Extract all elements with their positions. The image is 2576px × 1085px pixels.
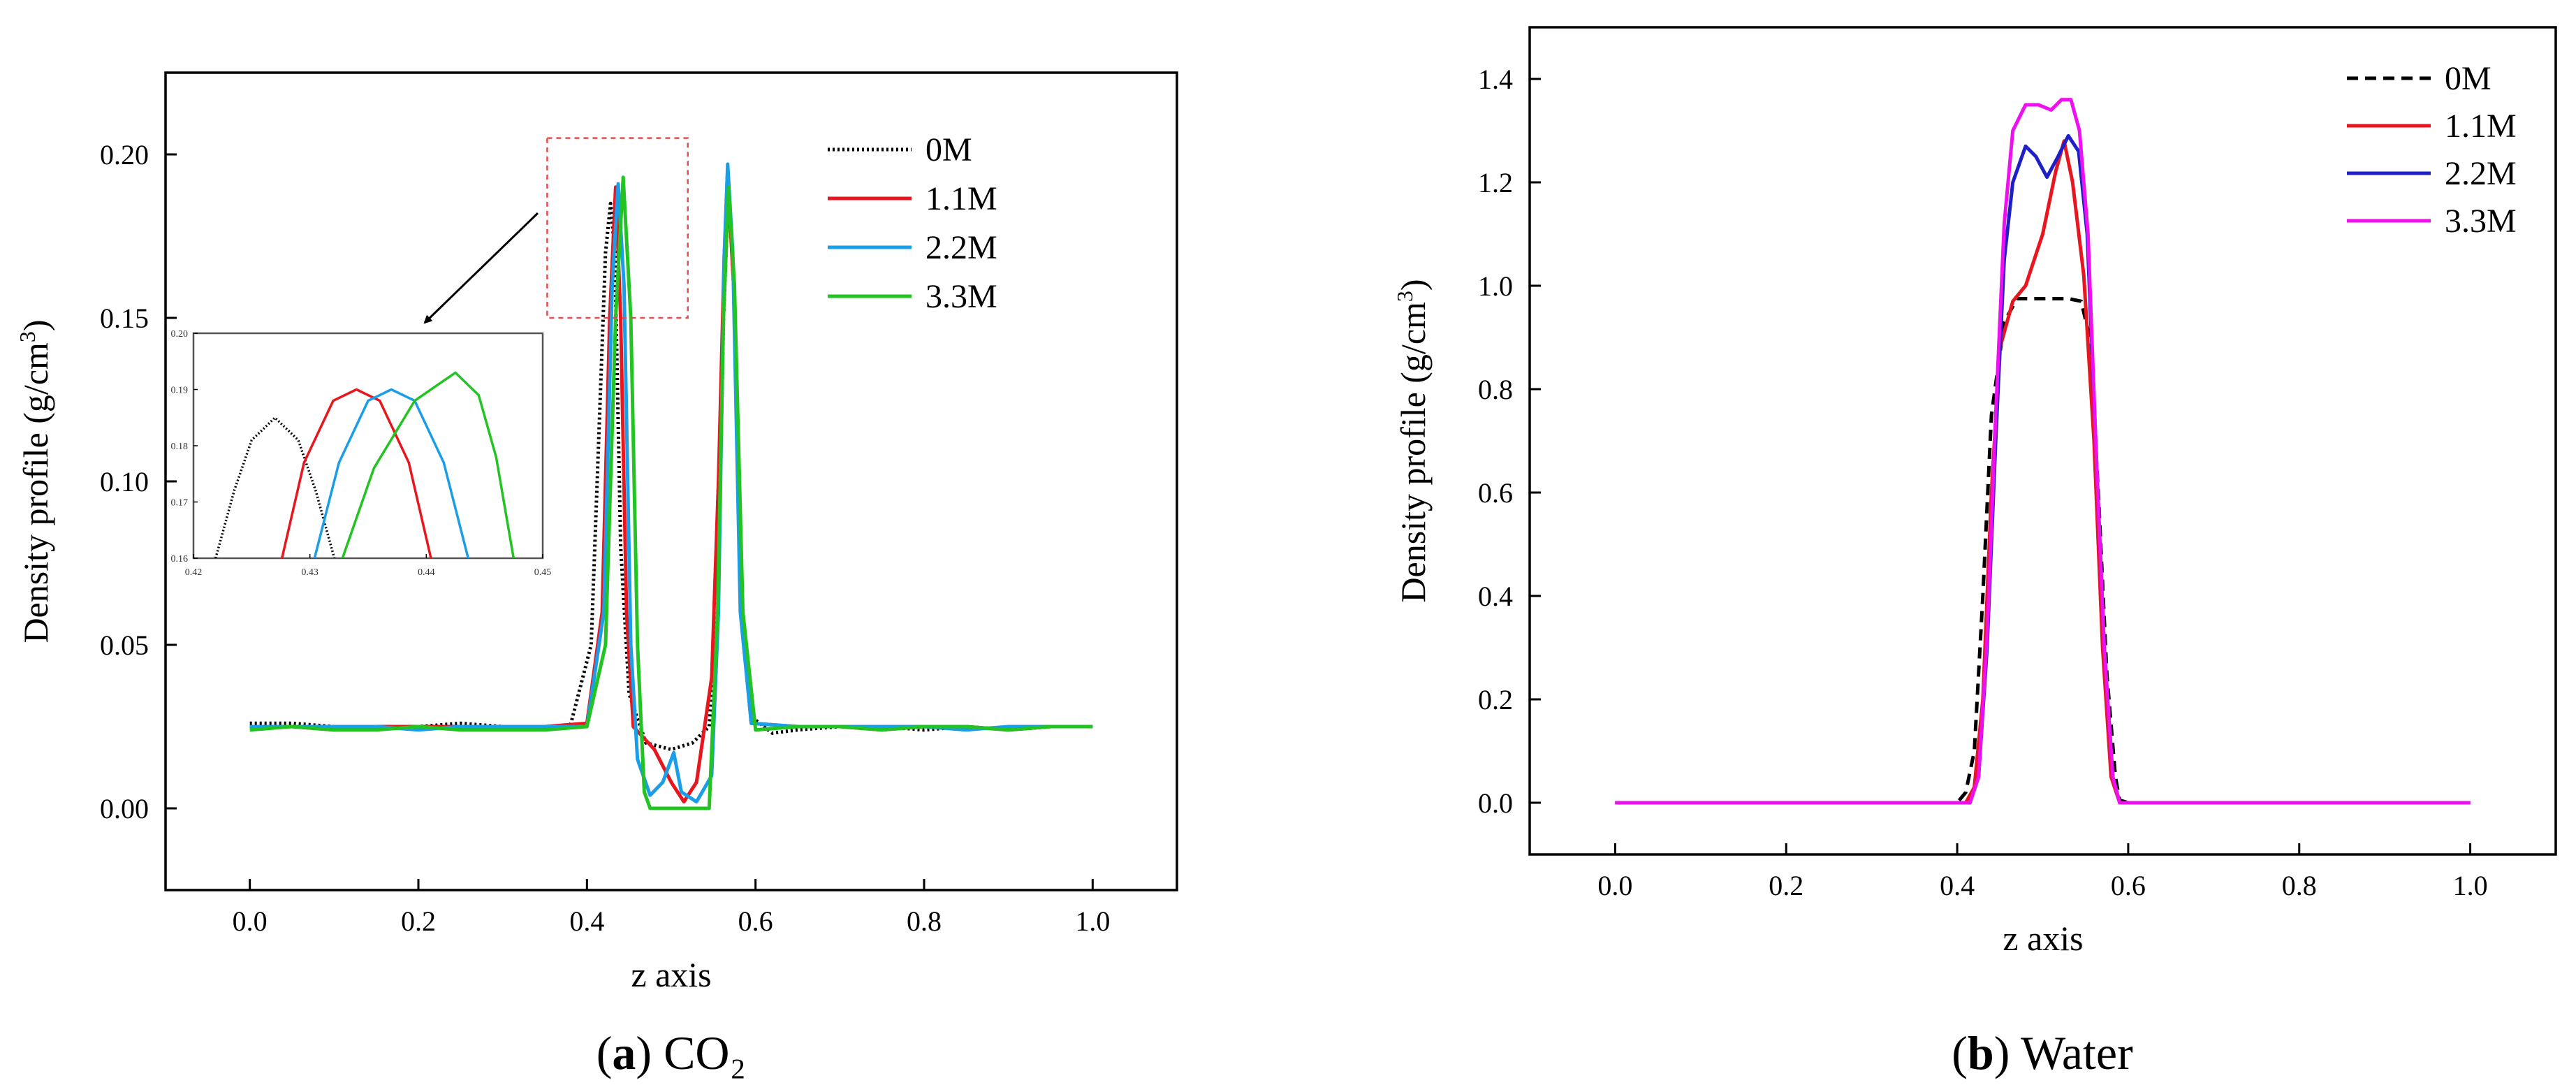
y-tick-label: 0.10: [100, 466, 149, 497]
x-axis-ticks: 0.0 0.2 0.4 0.6 0.8 1.0: [233, 879, 1110, 937]
y-tick-label: 0.16: [171, 554, 189, 565]
y-tick-label: 1.2: [1478, 167, 1513, 198]
legend-label: 2.2M: [2445, 155, 2517, 192]
x-tick-label: 0.2: [401, 905, 436, 937]
panel-caption: (b) Water: [1952, 1026, 2133, 1079]
y-tick-label: 0.15: [100, 303, 149, 334]
series-line-3.3M: [249, 175, 1093, 810]
y-tick-label: 0.0: [1478, 787, 1513, 819]
x-tick-label: 0.44: [418, 567, 435, 578]
x-tick-label: 0.43: [301, 567, 319, 578]
series-line-0M: [214, 416, 336, 558]
y-tick-label: 1.0: [1478, 270, 1513, 302]
legend-label: 2.2M: [925, 229, 997, 266]
y-tick-label: 0.6: [1478, 477, 1513, 509]
legend-label: 0M: [2445, 60, 2491, 97]
x-tick-label: 0.6: [2111, 870, 2146, 901]
y-tick-label: 0.8: [1478, 374, 1513, 405]
y-tick-label: 0.17: [171, 497, 189, 508]
panel-caption: (a) CO₂: [597, 1026, 746, 1079]
y-tick-label: 0.4: [1478, 581, 1513, 612]
inset-y-ticks: 0.16 0.17 0.18 0.19 0.20: [171, 329, 198, 565]
y-tick-label: 0.19: [171, 385, 189, 395]
panel-a-co2-chart: 0.0 0.2 0.4 0.6 0.8 1.0 0.000.050.100.150.20 …: [15, 71, 1178, 1079]
legend-label: 3.3M: [925, 278, 997, 315]
y-tick-label: 0.20: [100, 139, 149, 170]
x-tick-label: 1.0: [1075, 905, 1110, 937]
panel-b-water-chart: 0.0 0.2 0.4 0.6 0.8 1.0 0.0 0.2 0.4 0.6 0.8 1.0 1.2…: [1392, 26, 2557, 1079]
series-line-1.1M: [1615, 139, 2471, 805]
y-axis-ticks: 0.00 0.05 0.10 0.15 0.20: [100, 139, 177, 824]
legend-label: 1.1M: [2445, 108, 2517, 145]
y-tick-label: 0.18: [171, 442, 189, 452]
series-line-3.3M: [341, 371, 515, 558]
series-lines: [249, 162, 1093, 810]
x-tick-label: 0.4: [1940, 870, 1975, 901]
x-tick-label: 0.45: [534, 567, 552, 578]
series-lines: [1615, 98, 2471, 805]
series-line-1.1M: [280, 388, 432, 558]
x-tick-label: 1.0: [2453, 870, 2488, 901]
legend: 0M 1.1M 2.2M 3.3M: [2347, 60, 2517, 240]
x-axis-label: z axis: [2003, 919, 2083, 958]
y-tick-label: 0.2: [1478, 684, 1513, 715]
zoom-arrow: [423, 212, 539, 324]
x-axis-label: z axis: [631, 955, 711, 994]
y-tick-label: 0.20: [171, 329, 189, 340]
y-axis-label: Density profile (g/cm3): [1392, 279, 1433, 602]
zoom-region-box: [546, 137, 689, 319]
inset-zoom-chart: 0.42 0.43 0.44 0.45 0.16 0.17 0.18 0.19 0.20: [171, 329, 552, 578]
inset-frame: [192, 332, 544, 560]
y-axis-label: Density profile (g/cm3): [15, 319, 55, 643]
y-axis-ticks: 0.0 0.2 0.4 0.6 0.8 1.0 1.2 1.4: [1478, 64, 1541, 819]
x-tick-label: 0.8: [2282, 870, 2317, 901]
inset-series-lines: [214, 371, 515, 558]
y-tick-label: 1.4: [1478, 64, 1513, 95]
y-tick-label: 0.00: [100, 793, 149, 824]
legend: 0M 1.1M 2.2M 3.3M: [828, 131, 997, 315]
legend-label: 1.1M: [925, 180, 997, 217]
x-tick-label: 0.4: [569, 905, 604, 937]
x-tick-label: 0.42: [185, 567, 203, 578]
series-line-3.3M: [1615, 98, 2471, 805]
x-tick-label: 0.8: [907, 905, 942, 937]
legend-label: 0M: [925, 131, 972, 168]
legend-label: 3.3M: [2445, 203, 2517, 240]
y-tick-label: 0.05: [100, 629, 149, 661]
plot-frame: [1528, 26, 2557, 856]
series-line-0M: [1615, 297, 2471, 805]
series-line-2.2M: [313, 388, 469, 558]
x-tick-label: 0.2: [1769, 870, 1803, 901]
x-tick-label: 0.6: [738, 905, 773, 937]
x-axis-ticks: 0.0 0.2 0.4 0.6 0.8 1.0: [1597, 843, 2488, 901]
x-tick-label: 0.0: [233, 905, 268, 937]
x-tick-label: 0.0: [1597, 870, 1632, 901]
inset-x-ticks: 0.42 0.43 0.44 0.45: [185, 554, 552, 578]
